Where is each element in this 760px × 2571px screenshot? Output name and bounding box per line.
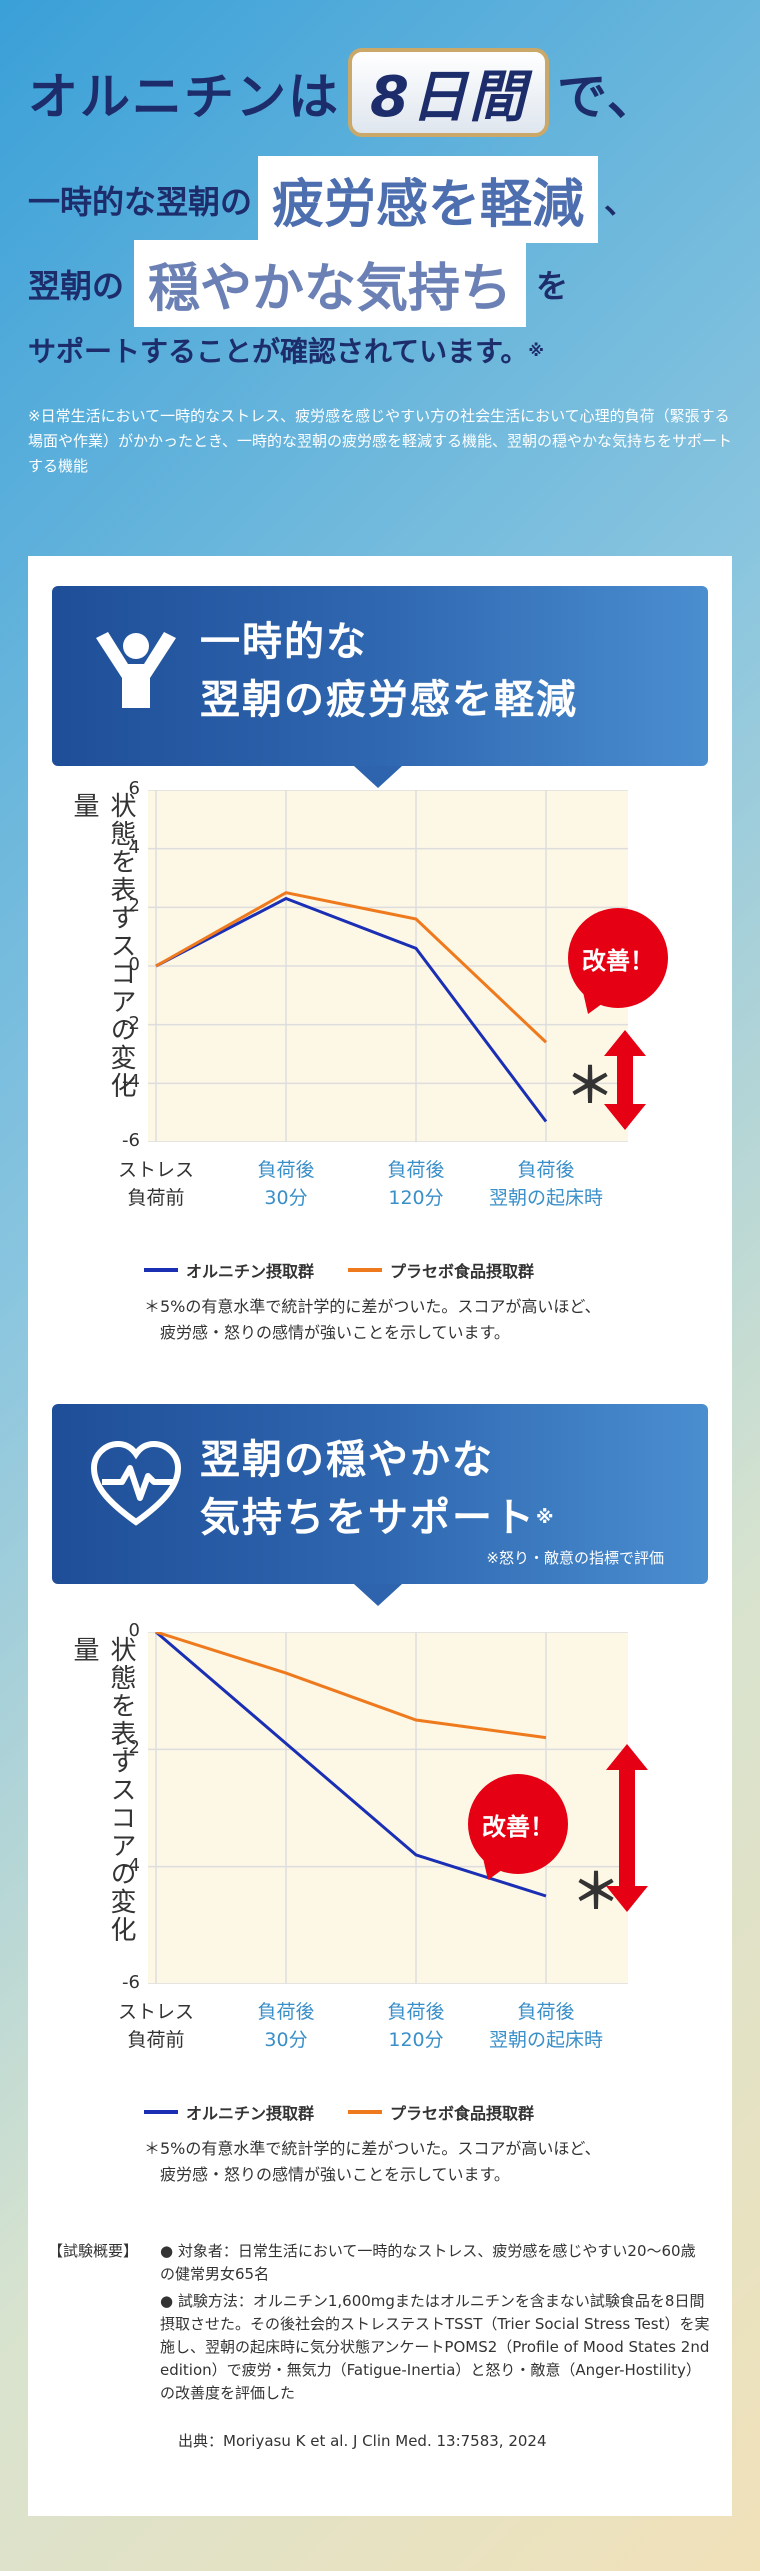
x-tick-label-line: 負荷後 (387, 1159, 445, 1181)
y-tick-label: -4 (122, 1854, 140, 1876)
headline-text: 一時的な翌朝の (28, 182, 253, 221)
y-tick-label: -6 (122, 1972, 140, 1993)
chart2-legend: オルニチン摂取群 プラセボ食品摂取群 (144, 2100, 534, 2124)
footnote-line: ＊5%の有意水準で統計学的に差がついた。スコアが高いほど、 (144, 2139, 601, 2158)
chart1-footnote: ＊5%の有意水準で統計学的に差がついた。スコアが高いほど、 疲労感・怒りの感情が… (144, 1294, 601, 1346)
x-tick-label-line: 負荷後 (257, 1159, 315, 1181)
difference-arrow (606, 1744, 648, 1912)
section2-title-line2: 気持ちをサポート※ (200, 1488, 556, 1548)
note-mark: ※ (536, 1507, 556, 1528)
headline-line2: 一時的な翌朝の 疲労感を軽減 、 (28, 156, 636, 243)
section2-title-line1: 翌朝の穏やかな (200, 1437, 494, 1483)
chart2-y-axis-label: 状態を表すスコアの変化量 (69, 1636, 136, 1944)
difference-arrow (604, 1030, 646, 1130)
section2-subnote: ※怒り・敵意の指標で評価 (486, 1549, 664, 1567)
study-bullet-method: ● 試験方法：オルニチン1,600mgまたはオルニチンを含まない試験食品を8日間… (160, 2292, 710, 2402)
x-tick-label: 負荷後 翌朝の起床時 (476, 1998, 616, 2054)
footnote-line: 疲労感・怒りの感情が強いことを示しています。 (160, 1323, 510, 1342)
y-tick-label: -2 (122, 1737, 140, 1759)
y-tick-label: 4 (128, 836, 140, 858)
headline-text: 、 (604, 182, 637, 221)
heart-pulse-icon (90, 1440, 182, 1526)
x-tick-label-line: 120分 (388, 2029, 444, 2051)
chart1-legend: オルニチン摂取群 プラセボ食品摂取群 (144, 1258, 534, 1282)
headline-text: オルニチンは (28, 67, 340, 126)
y-tick-label: 2 (128, 895, 140, 917)
x-tick-label-line: 30分 (264, 2029, 308, 2051)
chart1-y-axis-label: 状態を表すスコアの変化量 (69, 792, 136, 1100)
x-tick-label-line: 30分 (264, 1187, 308, 1209)
series-line-placebo (155, 1630, 547, 1740)
x-tick-label-line: 負荷後 (517, 1159, 575, 1181)
headline-line3: 翌朝の 穏やかな気持ち を (28, 240, 568, 327)
legend-label-ornithine: オルニチン摂取群 (186, 1262, 315, 1281)
x-tick-label-line: 負荷前 (127, 1187, 185, 1209)
headline-text: 翌朝の (28, 266, 125, 305)
footnote-line: 疲労感・怒りの感情が強いことを示しています。 (160, 2165, 510, 2184)
footnote-line: ＊5%の有意水準で統計学的に差がついた。スコアが高いほど、 (144, 1297, 601, 1316)
x-tick-label-line: 120分 (388, 1187, 444, 1209)
legend-label-placebo: プラセボ食品摂取群 (390, 2104, 535, 2123)
x-tick-label: 負荷後 翌朝の起床時 (476, 1156, 616, 1212)
x-tick-label-line: 負荷後 (387, 2001, 445, 2023)
study-label: 【試験概要】 (48, 2242, 139, 2260)
note-mark: ※ (528, 340, 544, 360)
x-tick-label: 負荷後 120分 (346, 1156, 486, 1212)
headline-text: で、 (556, 67, 659, 126)
legend-swatch-placebo (348, 2110, 383, 2114)
chart2-svg (148, 1630, 628, 1985)
x-tick-label: ストレス 負荷前 (86, 1998, 226, 2054)
improvement-badge: 改善！ (468, 1774, 568, 1874)
y-tick-label: -4 (122, 1071, 140, 1093)
hero: オルニチンは 8日間 で、 一時的な翌朝の 疲労感を軽減 、 翌朝の 穏やかな気… (0, 0, 760, 540)
x-tick-label-line: 翌朝の起床時 (488, 1187, 603, 1209)
legend-swatch-ornithine (144, 2110, 178, 2114)
x-tick-label-line: 負荷後 (517, 2001, 575, 2023)
y-tick-label: 0 (128, 1620, 140, 1641)
section2-banner: 翌朝の穏やかな 気持ちをサポート※ ※怒り・敵意の指標で評価 (52, 1404, 708, 1606)
highlight-fatigue: 疲労感を軽減 (258, 156, 599, 243)
section2-title-text: 気持ちをサポート (200, 1495, 536, 1541)
y-tick-label: 6 (128, 778, 140, 799)
y-tick-label: 0 (128, 954, 140, 975)
section1-title-line2: 翌朝の疲労感を軽減 (200, 677, 578, 723)
legend-label-placebo: プラセボ食品摂取群 (390, 1262, 535, 1281)
headline-line4: サポートすることが確認されています。 ※ (28, 330, 544, 370)
series-line-ornithine (155, 896, 548, 1123)
y-tick-label: -2 (122, 1012, 140, 1034)
headline-text: を (536, 266, 569, 305)
chart1-svg (148, 789, 628, 1143)
series-line-placebo (155, 891, 548, 1044)
legend-swatch-ornithine (144, 1268, 178, 1272)
x-tick-label: 負荷後 30分 (216, 1998, 356, 2054)
headline-line1: オルニチンは 8日間 で、 (28, 48, 659, 137)
legend-swatch-placebo (348, 1268, 383, 1272)
x-tick-label: 負荷後 120分 (346, 1998, 486, 2054)
improvement-badge: 改善！ (568, 908, 668, 1008)
headline-text: サポートすることが確認されています。 (28, 335, 529, 368)
x-tick-label-line: 負荷前 (127, 2029, 185, 2051)
x-tick-label-line: ストレス (117, 1159, 194, 1181)
section1-title-line1: 一時的な (200, 619, 368, 665)
hero-note: ※日常生活において一時的なストレス、疲労感を感じやすい方の社会生活において心理的… (28, 407, 732, 475)
chart1-plot-area (148, 789, 628, 1143)
content-card: 一時的な 翌朝の疲労感を軽減 状態を表すスコアの変化量 -6 -4 -2 0 2 4 6 ス… (28, 556, 732, 2516)
x-tick-label-line: ストレス (117, 2001, 194, 2023)
chart2-footnote: ＊5%の有意水準で統計学的に差がついた。スコアが高いほど、 疲労感・怒りの感情が… (144, 2136, 601, 2188)
days-pill: 8日間 (348, 48, 549, 137)
study-bullet-subjects: ● 対象者：日常生活において一時的なストレス、疲労感を感じやすい20～60歳の健… (160, 2242, 696, 2283)
y-tick-label: -6 (122, 1130, 140, 1151)
person-raising-arms-icon (96, 632, 176, 708)
section1-banner: 一時的な 翌朝の疲労感を軽減 (52, 586, 708, 788)
x-tick-label-line: 負荷後 (257, 2001, 315, 2023)
x-tick-label: 負荷後 30分 (216, 1156, 356, 1212)
study-source: 出典：Moriyasu K et al. J Clin Med. 13:7583… (178, 2432, 547, 2450)
legend-label-ornithine: オルニチン摂取群 (186, 2104, 315, 2123)
highlight-calm: 穏やかな気持ち (134, 240, 527, 327)
x-tick-label: ストレス 負荷前 (86, 1156, 226, 1212)
x-tick-label-line: 翌朝の起床時 (488, 2029, 603, 2051)
